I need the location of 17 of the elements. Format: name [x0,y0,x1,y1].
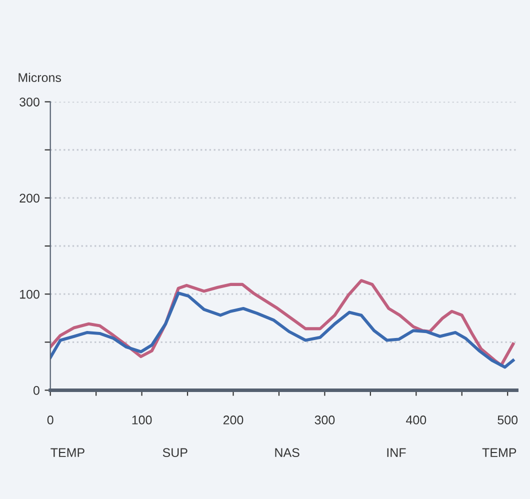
y-axis-title: Microns [18,72,62,82]
text: INF [387,448,406,457]
x-tick-label: 500 [498,416,518,424]
text: SUP [162,448,188,458]
text: TEMP [50,448,84,457]
y-tick-label: 100 [20,290,40,299]
text: TEMP [482,448,516,457]
line-series [50,292,515,369]
y-tick-label: 200 [20,194,40,203]
y-tick-label: 0 [33,386,40,395]
y-tick-label: 300 [20,98,40,106]
x-tick-label: 200 [223,416,244,424]
text: NAS [275,448,300,458]
x-tick-label: 300 [314,416,335,424]
x-tick-label: 0 [47,416,54,424]
x-tick-label: 100 [132,416,152,424]
x-tick-label: 400 [406,416,426,424]
